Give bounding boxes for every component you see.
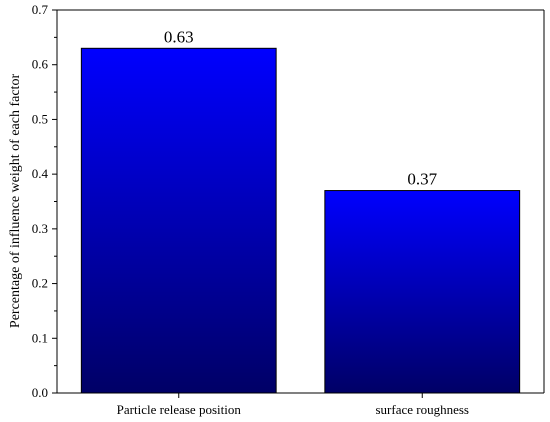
y-ticks: 0.0 0.1 0.2 0.3 0.4 0.5 0.6 0.7	[32, 2, 57, 400]
x-tick-label-0: Particle release position	[117, 402, 242, 417]
y-tick-label: 0.7	[32, 2, 49, 17]
bars: 0.63 0.37	[80, 27, 521, 394]
y-tick-label: 0.2	[32, 276, 48, 291]
y-tick-label: 0.0	[32, 385, 48, 400]
x-tick-label-1: surface roughness	[376, 402, 470, 417]
y-tick-label: 0.1	[32, 330, 48, 345]
y-tick-label: 0.6	[32, 57, 49, 72]
bar-value-label-0: 0.63	[164, 27, 194, 46]
x-tick-labels: Particle release position surface roughne…	[117, 393, 469, 417]
y-tick-label: 0.5	[32, 111, 48, 126]
bar-1	[324, 190, 521, 394]
bar-value-label-1: 0.37	[407, 170, 437, 189]
y-tick-label: 0.4	[32, 166, 49, 181]
y-tick-label: 0.3	[32, 221, 48, 236]
y-axis-title: Percentage of influence weight of each f…	[8, 74, 23, 329]
bar-0	[80, 47, 277, 394]
